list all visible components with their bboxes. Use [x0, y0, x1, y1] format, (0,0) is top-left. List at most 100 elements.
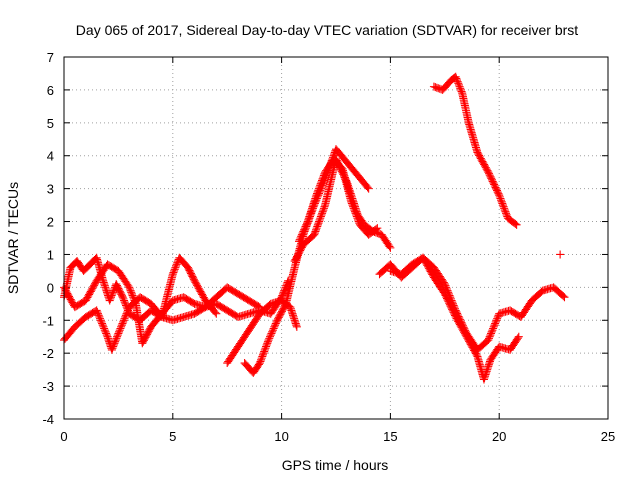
data-point: [107, 291, 116, 300]
data-point: [489, 322, 498, 331]
data-point: [559, 292, 568, 301]
data-point: [364, 184, 373, 193]
data-point: [454, 80, 463, 89]
data-point: [271, 319, 280, 328]
data-point: [127, 288, 136, 297]
series-arc-4: [223, 296, 301, 368]
data-point: [270, 322, 279, 331]
y-tick-label: 3: [47, 182, 54, 197]
data-point: [97, 317, 106, 326]
data-point: [352, 210, 361, 219]
data-points: [60, 72, 569, 384]
series-arc-9: [386, 253, 523, 384]
data-point: [119, 317, 128, 326]
data-point: [105, 296, 114, 305]
data-point: [120, 296, 129, 305]
data-point: [298, 229, 307, 238]
data-point: [129, 293, 138, 302]
series-arc-10: [429, 72, 521, 229]
data-point: [318, 209, 327, 218]
data-point: [487, 327, 496, 336]
data-point: [130, 296, 139, 305]
data-point: [119, 294, 128, 303]
data-point: [347, 197, 356, 206]
data-point: [263, 337, 272, 346]
data-point: [121, 311, 130, 320]
data-point: [514, 332, 523, 341]
data-point: [302, 220, 311, 229]
data-point: [115, 326, 124, 335]
data-point: [172, 260, 181, 269]
data-point: [318, 174, 327, 183]
data-point: [267, 329, 276, 338]
data-point: [314, 184, 323, 193]
data-point: [111, 336, 120, 345]
data-point: [118, 319, 127, 328]
x-tick-label: 20: [492, 429, 506, 444]
data-point: [265, 332, 274, 341]
data-point: [211, 308, 220, 317]
y-tick-label: 7: [47, 50, 54, 65]
data-point: [456, 85, 465, 94]
data-point: [484, 336, 493, 345]
data-point: [311, 227, 320, 236]
data-point: [498, 199, 507, 208]
data-point: [271, 321, 280, 330]
data-point: [485, 332, 494, 341]
data-point: [101, 327, 110, 336]
data-point: [115, 327, 124, 336]
data-point: [125, 283, 134, 292]
data-point: [495, 191, 504, 200]
data-point: [113, 331, 122, 340]
data-point: [452, 76, 461, 85]
data-point: [310, 230, 319, 239]
data-point: [313, 220, 322, 229]
data-point: [269, 324, 278, 333]
data-point: [315, 182, 324, 191]
data-point: [118, 293, 127, 302]
data-point: [122, 309, 131, 318]
data-point: [498, 201, 507, 210]
data-point: [313, 222, 322, 231]
data-point: [128, 291, 137, 300]
series-point: [556, 250, 565, 259]
data-point: [100, 324, 109, 333]
data-point: [454, 79, 463, 88]
data-point: [497, 197, 506, 206]
data-point: [296, 234, 305, 242]
data-point: [261, 344, 270, 353]
data-point: [102, 329, 111, 338]
data-point: [350, 207, 359, 216]
data-point: [120, 314, 129, 323]
data-point: [349, 202, 358, 211]
data-point: [313, 189, 322, 198]
data-point: [301, 222, 310, 231]
data-point: [457, 87, 466, 96]
data-point: [121, 312, 130, 321]
data-point: [351, 209, 360, 218]
data-point: [265, 334, 274, 343]
data-point: [315, 217, 324, 226]
data-point: [125, 285, 134, 294]
data-point: [92, 306, 101, 315]
data-point: [109, 342, 118, 351]
data-point: [312, 191, 321, 200]
data-point: [495, 192, 504, 201]
data-point: [129, 294, 138, 303]
data-point: [502, 209, 511, 218]
data-point: [170, 265, 179, 274]
data-point: [108, 344, 117, 353]
chart-title: Day 065 of 2017, Sidereal Day-to-day VTE…: [76, 22, 578, 38]
data-point: [126, 286, 135, 295]
data-point: [257, 354, 266, 363]
data-point: [350, 206, 359, 215]
data-point: [114, 329, 123, 338]
data-point: [255, 359, 264, 368]
data-point: [170, 266, 179, 275]
data-point: [441, 281, 450, 290]
data-point: [107, 345, 116, 354]
data-point: [98, 321, 107, 330]
data-point: [310, 229, 319, 238]
data-point: [491, 319, 500, 328]
data-point: [317, 178, 326, 187]
